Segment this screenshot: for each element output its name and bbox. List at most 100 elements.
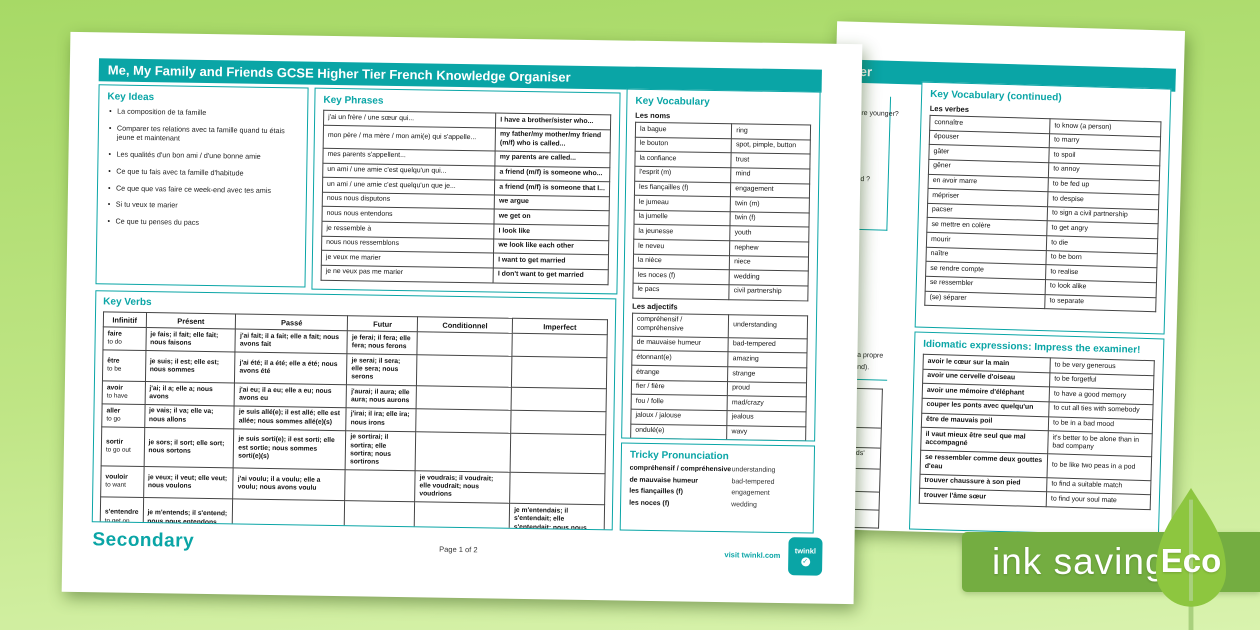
infinitive-cell: s'entendre to get on xyxy=(100,497,144,531)
present-cell: je veux; il veut; elle veut; nous voulon… xyxy=(143,466,234,500)
page-title: Me, My Family and Friends GCSE Higher Ti… xyxy=(107,62,571,85)
french-cell: le jumeau xyxy=(634,195,731,212)
tricky-pronunciation-row: les fiançailles (f) engagement xyxy=(629,488,805,498)
future-cell: j'irai; il ira; elle ira; nous irons xyxy=(345,407,417,432)
french-cell: la confiance xyxy=(634,151,732,168)
french-cell: la bague xyxy=(635,122,732,139)
future-cell xyxy=(344,500,415,531)
english-term: understanding xyxy=(731,466,776,474)
english-cell: wavy xyxy=(726,425,806,442)
english-cell: proud xyxy=(727,381,807,398)
key-idea-item: Comparer tes relations avec ta famille q… xyxy=(109,123,299,145)
french-cell: les noces (f) xyxy=(633,268,730,285)
infinitive-english: to want xyxy=(105,481,126,490)
english-cell: spot, pimple, button xyxy=(731,138,811,155)
english-cell: niece xyxy=(729,255,809,272)
key-idea-item: La composition de ta famille xyxy=(109,106,299,119)
key-idea-item: Ce que tu fais avec ta famille d'habitud… xyxy=(108,166,298,179)
english-cell: civil partnership xyxy=(729,284,809,301)
tricky-pronunciation-row: les noces (f) wedding xyxy=(629,499,805,509)
key-phrases-table: j'ai un frère / une sœur qui... I have a… xyxy=(321,110,612,285)
french-cell: le bouton xyxy=(635,136,732,153)
column-header: Passé xyxy=(235,313,348,331)
french-cell: se ressembler comme deux gouttes d'eau xyxy=(920,450,1048,478)
english-cell: understanding xyxy=(728,314,808,339)
english-term: wedding xyxy=(731,500,757,509)
french-cell: de mauvaise humeur xyxy=(632,335,729,353)
tricky-pronunciation-heading: Tricky Pronunciation xyxy=(629,449,729,463)
infinitive-cell: faire to do xyxy=(102,327,146,351)
past-cell: j'ai été; il a été; elle a été; nous avo… xyxy=(234,351,348,385)
key-verbs-box: Key Verbs Infinitif Présent Passé Futur … xyxy=(91,290,617,531)
future-cell: j'aurai; il aura; elle aura; nous aurons xyxy=(346,384,417,409)
leaf-icon xyxy=(1155,487,1227,630)
twinkl-quality-badge: twinkl ✓ xyxy=(788,537,823,576)
idiomatic-expressions-heading: Idiomatic expressions: Impress the exami… xyxy=(923,338,1141,356)
infinitive-cell: vouloir to want xyxy=(100,465,144,498)
french-cell: ondulé(e) xyxy=(630,423,728,440)
table-row: compréhensif / compréhensive understandi… xyxy=(632,312,808,339)
english-cell: lively xyxy=(726,439,806,442)
future-cell: je serai; il sera; elle sera; nous seron… xyxy=(346,353,418,386)
french-cell: trouver l'âme sœur xyxy=(919,488,1047,507)
key-idea-item: Si tu veux te marier xyxy=(108,200,298,213)
page-2: er u were younger? k-end ? ding); ma pro… xyxy=(822,21,1186,539)
present-cell: je m'entends; il s'entend; nous nous ent… xyxy=(142,497,234,531)
english-cell: to separate xyxy=(1044,294,1157,312)
les-noms-label: Les noms xyxy=(635,110,671,121)
english-cell: to be like two peas in a pod xyxy=(1047,454,1152,481)
les-adjectifs-table: compréhensif / compréhensive understandi… xyxy=(630,312,808,442)
french-cell: le neveu xyxy=(633,239,730,256)
table-row: je ne veux pas me marier I don't want to… xyxy=(321,265,609,285)
key-vocabulary-continued-heading: Key Vocabulary (continued) xyxy=(930,88,1062,104)
french-cell: (se) séparer xyxy=(924,290,1046,309)
infinitive-english: to go out xyxy=(105,446,131,454)
french-cell: étrange xyxy=(631,365,729,382)
past-cell: je suis allé(e); il est allé; elle est a… xyxy=(234,405,347,431)
french-cell: je ne veux pas me marier xyxy=(321,265,494,283)
les-adjectifs-label: Les adjectifs xyxy=(632,301,678,311)
past-cell: j'ai eu; il a eu; elle a eu; nous avons … xyxy=(234,383,347,408)
infinitive-english: to be xyxy=(107,365,122,373)
infinitive-cell: aller to go xyxy=(101,403,145,428)
infinitive-english: to get on xyxy=(104,517,130,525)
french-term: les fiançailles (f) xyxy=(629,487,683,496)
imperfect-cell xyxy=(509,472,606,506)
key-phrases-heading: Key Phrases xyxy=(323,94,384,107)
present-cell: je fais; il fait; elle fait; nous faison… xyxy=(145,327,236,352)
english-cell: mind xyxy=(730,167,810,184)
key-ideas-box: Key Ideas La composition de ta famille C… xyxy=(95,84,309,288)
conditional-cell xyxy=(415,431,511,473)
tricky-pronunciation-row: de mauvaise humeur bad-tempered xyxy=(629,476,805,486)
ink-saving-label: ink saving xyxy=(992,541,1167,582)
english-cell: engagement xyxy=(730,182,810,199)
tricky-pronunciation-box: Tricky Pronunciation compréhensif / comp… xyxy=(619,442,816,534)
past-cell: je suis sorti(e); il est sorti; elle est… xyxy=(233,428,346,470)
present-cell: j'ai; il a; elle a; nous avons xyxy=(144,381,235,406)
french-cell: la jeunesse xyxy=(633,224,731,241)
tricky-pronunciation-list: compréhensif / compréhensive understandi… xyxy=(629,465,806,509)
present-cell: je sors; il sort; elle sort; nous sorton… xyxy=(143,427,235,469)
english-cell: trust xyxy=(731,152,811,169)
column-header: Conditionnel xyxy=(417,316,513,334)
french-term: de mauvaise humeur xyxy=(629,476,699,485)
english-cell: strange xyxy=(727,366,807,383)
key-ideas-list: La composition de ta famille Comparer te… xyxy=(105,106,299,229)
conditional-cell xyxy=(416,354,513,388)
english-cell: it's better to be alone than in bad comp… xyxy=(1047,430,1153,458)
table-row: le pacs civil partnership xyxy=(632,283,809,301)
english-cell: I don't want to get married xyxy=(493,267,609,285)
past-cell xyxy=(232,499,345,531)
english-cell: my father/my mother/my friend (m/f) who … xyxy=(495,127,611,153)
past-cell: j'ai fait; il a fait; elle a fait; nous … xyxy=(235,329,348,354)
infinitive-cell: avoir to have xyxy=(102,380,146,405)
present-cell: je suis; il est; elle est; nous sommes xyxy=(145,350,236,384)
infinitive-english: to have xyxy=(106,392,128,400)
imperfect-cell: je m'entendais; il s'entendait; elle s'e… xyxy=(509,503,605,531)
visit-twinkl-link[interactable]: visit twinkl.com xyxy=(724,550,781,561)
les-noms-table: la bague ring le bouton spot, pimple, bu… xyxy=(632,122,811,301)
idiomatic-expressions-table: avoir le cœur sur la main to be very gen… xyxy=(919,354,1155,510)
key-ideas-heading: Key Ideas xyxy=(107,91,155,104)
french-term: compréhensif / compréhensive xyxy=(629,464,732,474)
